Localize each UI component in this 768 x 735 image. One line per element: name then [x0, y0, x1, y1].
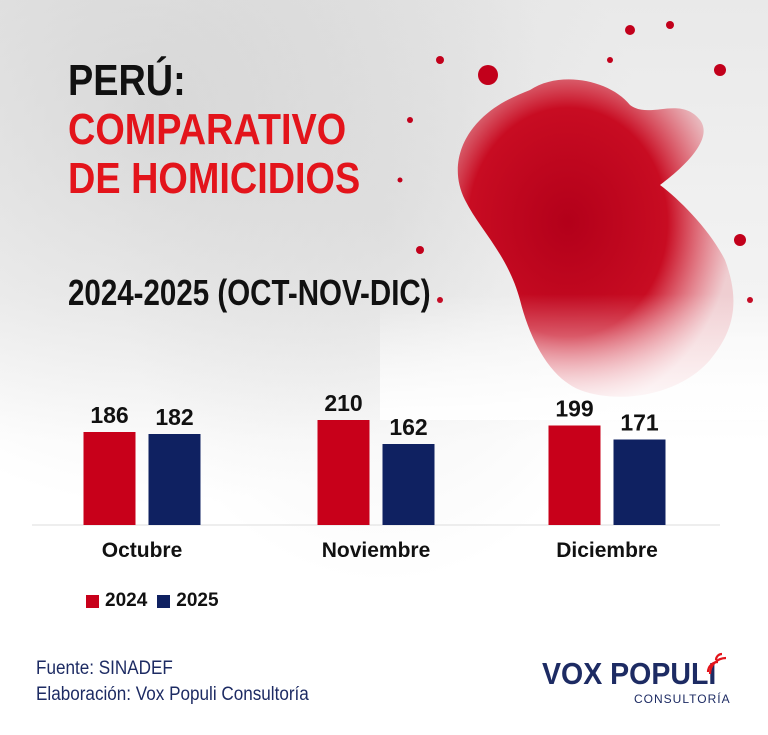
- legend-item-2024: 2024: [86, 590, 147, 612]
- bar-octubre-2024: [83, 432, 136, 525]
- legend-swatch-2024: [86, 594, 99, 608]
- category-label-octubre: Octubre: [102, 539, 183, 562]
- brand-subtitle: CONSULTORÍA: [634, 692, 731, 706]
- category-label-diciembre: Diciembre: [556, 539, 658, 562]
- legend-label-2025: 2025: [176, 590, 219, 611]
- blood-splatter-map-icon: [380, 0, 768, 420]
- category-label-noviembre: Noviembre: [322, 539, 431, 562]
- title-block: PERÚ: COMPARATIVO DE HOMICIDIOS: [68, 56, 488, 203]
- bar-diciembre-2024: [548, 425, 601, 525]
- title-line-2: COMPARATIVO: [68, 105, 347, 154]
- brand-name: VOX POPULI: [542, 656, 717, 691]
- bar-noviembre-2025: [382, 444, 435, 525]
- brand-logo: VOX POPULI CONSULTORÍA: [542, 650, 742, 710]
- footer-elaboration: Elaboración: Vox Populi Consultoría: [36, 684, 309, 705]
- bar-octubre-2025: [148, 434, 201, 525]
- title-line-3: DE HOMICIDIOS: [68, 154, 361, 203]
- legend: 2024 2025: [86, 590, 229, 612]
- subtitle: 2024-2025 (OCT-NOV-DIC): [68, 272, 431, 313]
- legend-item-2025: 2025: [157, 590, 219, 612]
- bar-diciembre-2025: [613, 439, 666, 525]
- data-label-noviembre-2024: 210: [324, 390, 362, 416]
- legend-label-2024: 2024: [105, 590, 148, 611]
- title-line-1: PERÚ:: [68, 56, 186, 105]
- data-label-diciembre-2025: 171: [620, 410, 659, 436]
- data-label-octubre-2025: 182: [155, 404, 193, 430]
- footer: Fuente: SINADEF Elaboración: Vox Populi …: [36, 656, 309, 708]
- data-label-octubre-2024: 186: [90, 402, 128, 428]
- signal-waves-icon: [706, 652, 727, 675]
- data-label-noviembre-2025: 162: [389, 414, 427, 440]
- footer-source: Fuente: SINADEF: [36, 658, 173, 679]
- legend-swatch-2025: [157, 594, 171, 608]
- data-label-diciembre-2024: 199: [555, 396, 593, 422]
- bar-chart: 186 182 Octubre 210 162 Noviembre 199 171 Diciem…: [32, 390, 720, 562]
- bar-noviembre-2024: [317, 420, 370, 525]
